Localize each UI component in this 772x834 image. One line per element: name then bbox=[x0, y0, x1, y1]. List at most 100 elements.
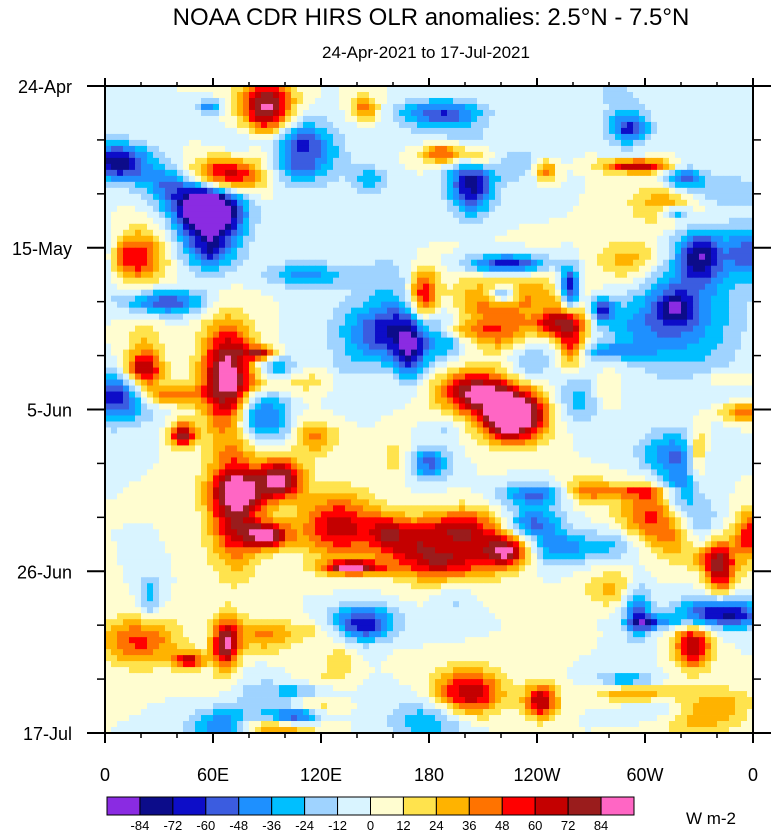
field-cell bbox=[729, 151, 736, 159]
field-cell bbox=[555, 241, 562, 249]
field-cell bbox=[177, 199, 184, 207]
field-cell bbox=[393, 175, 400, 183]
field-cell bbox=[483, 235, 490, 243]
field-cell bbox=[159, 247, 166, 255]
field-cell bbox=[417, 139, 424, 147]
field-cell bbox=[231, 205, 238, 213]
field-cell bbox=[531, 295, 538, 303]
field-cell bbox=[285, 115, 292, 123]
field-cell bbox=[123, 127, 130, 135]
field-cell bbox=[639, 277, 646, 285]
field-cell bbox=[525, 205, 532, 213]
field-cell bbox=[135, 151, 142, 159]
field-cell bbox=[465, 115, 472, 123]
field-cell bbox=[237, 301, 244, 309]
field-cell bbox=[489, 265, 496, 273]
field-cell bbox=[615, 253, 622, 261]
field-cell bbox=[411, 133, 418, 141]
field-cell bbox=[645, 313, 652, 321]
field-cell bbox=[501, 109, 508, 117]
field-cell bbox=[441, 259, 448, 267]
field-cell bbox=[705, 307, 712, 315]
field-cell bbox=[195, 271, 202, 279]
field-cell bbox=[267, 121, 274, 129]
field-cell bbox=[597, 193, 604, 201]
field-cell bbox=[393, 325, 400, 333]
field-cell bbox=[231, 265, 238, 273]
field-cell bbox=[633, 277, 640, 285]
field-cell bbox=[357, 205, 364, 213]
field-cell bbox=[675, 169, 682, 177]
field-cell bbox=[189, 139, 196, 147]
field-cell bbox=[285, 283, 292, 291]
field-cell bbox=[363, 91, 370, 99]
field-cell bbox=[495, 325, 502, 333]
field-cell bbox=[189, 145, 196, 153]
field-cell bbox=[159, 91, 166, 99]
field-cell bbox=[345, 289, 352, 297]
field-cell bbox=[201, 223, 208, 231]
field-cell bbox=[747, 217, 754, 225]
field-cell bbox=[453, 163, 460, 171]
field-cell bbox=[243, 235, 250, 243]
field-cell bbox=[735, 313, 742, 321]
field-cell bbox=[279, 109, 286, 117]
field-cell bbox=[507, 307, 514, 315]
field-cell bbox=[633, 97, 640, 105]
field-cell bbox=[267, 97, 274, 105]
field-cell bbox=[291, 343, 298, 350]
field-cell bbox=[255, 337, 262, 344]
field-cell bbox=[285, 86, 292, 93]
field-cell bbox=[123, 343, 130, 350]
field-cell bbox=[699, 313, 706, 321]
field-cell bbox=[297, 86, 304, 93]
field-cell bbox=[561, 271, 568, 279]
field-cell bbox=[741, 271, 748, 279]
field-cell bbox=[267, 103, 274, 111]
field-cell bbox=[597, 253, 604, 261]
field-cell bbox=[453, 115, 460, 123]
field-cell bbox=[579, 169, 586, 177]
field-cell bbox=[669, 277, 676, 285]
field-cell bbox=[327, 127, 334, 135]
field-cell bbox=[747, 283, 754, 291]
field-cell bbox=[399, 121, 406, 129]
field-cell bbox=[369, 337, 376, 344]
field-cell bbox=[369, 355, 376, 362]
field-cell bbox=[261, 319, 268, 327]
field-cell bbox=[141, 361, 148, 368]
field-cell bbox=[621, 313, 628, 321]
field-cell bbox=[579, 313, 586, 321]
field-cell bbox=[243, 349, 250, 356]
field-cell bbox=[681, 301, 688, 309]
field-cell bbox=[261, 277, 268, 285]
field-cell bbox=[201, 307, 208, 315]
field-cell bbox=[177, 145, 184, 153]
field-cell bbox=[543, 325, 550, 333]
field-cell bbox=[399, 187, 406, 195]
field-cell bbox=[681, 109, 688, 117]
field-cell bbox=[525, 241, 532, 249]
field-cell bbox=[465, 313, 472, 321]
field-cell bbox=[111, 277, 118, 285]
field-cell bbox=[477, 271, 484, 279]
field-cell bbox=[741, 169, 748, 177]
field-cell bbox=[675, 139, 682, 147]
field-cell bbox=[207, 86, 214, 93]
field-cell bbox=[225, 175, 232, 183]
field-cell bbox=[327, 115, 334, 123]
field-cell bbox=[423, 349, 430, 356]
field-cell bbox=[405, 169, 412, 177]
field-cell bbox=[579, 247, 586, 255]
field-cell bbox=[657, 133, 664, 141]
field-cell bbox=[159, 343, 166, 350]
field-cell bbox=[567, 265, 574, 273]
field-cell bbox=[663, 127, 670, 135]
field-cell bbox=[411, 223, 418, 231]
field-cell bbox=[483, 355, 490, 362]
field-cell bbox=[453, 295, 460, 303]
field-cell bbox=[501, 151, 508, 159]
field-cell bbox=[585, 193, 592, 201]
field-cell bbox=[357, 187, 364, 195]
field-cell bbox=[429, 163, 436, 171]
